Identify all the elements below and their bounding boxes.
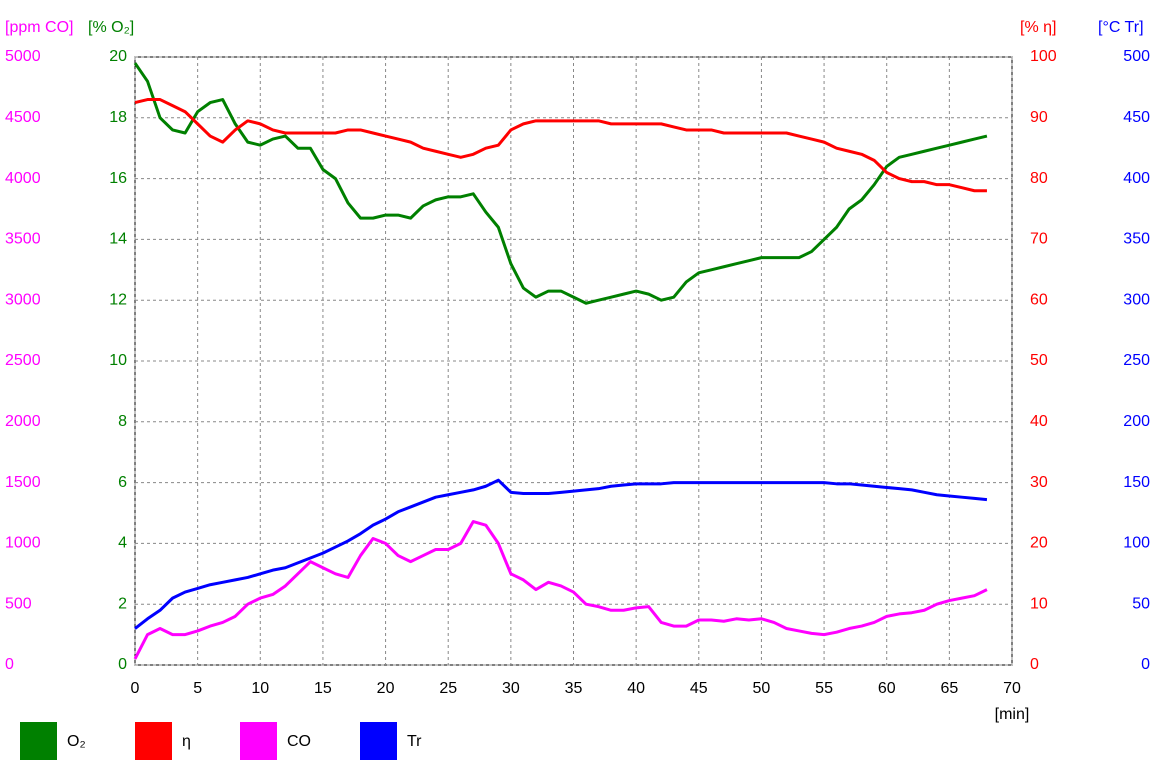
- legend-label: CO: [287, 733, 311, 750]
- y-tick-label: 18: [109, 109, 127, 126]
- x-tick-label: 15: [314, 680, 332, 697]
- y-tick-label: 80: [1030, 170, 1048, 187]
- x-tick-label: 30: [502, 680, 520, 697]
- legend-swatch: [240, 722, 277, 760]
- y-tick-label: 60: [1030, 291, 1048, 308]
- x-tick-label: 45: [690, 680, 708, 697]
- legend-label: O₂: [67, 733, 86, 750]
- y-tick-label: 50: [1030, 352, 1048, 369]
- x-tick-label: 20: [377, 680, 395, 697]
- y-tick-label: 4: [118, 535, 127, 552]
- legend-label: Tr: [407, 733, 422, 750]
- y-tick-label: 10: [1030, 595, 1048, 612]
- axis-title: [ppm CO]: [5, 19, 73, 36]
- y-tick-label: 6: [118, 474, 127, 491]
- y-tick-label: 2: [118, 595, 127, 612]
- legend-label: η: [182, 733, 191, 750]
- y-tick-label: 150: [1123, 474, 1150, 491]
- x-axis-label: [min]: [995, 706, 1030, 723]
- series-line: [133, 62, 988, 305]
- y-tick-label: 0: [118, 656, 127, 673]
- y-tick-label: 1500: [5, 474, 41, 491]
- y-tick-label: 20: [109, 48, 127, 65]
- axis-title: [% η]: [1020, 19, 1056, 36]
- y-tick-label: 500: [1123, 48, 1150, 65]
- x-tick-label: 40: [627, 680, 645, 697]
- legend-swatch: [20, 722, 57, 760]
- y-tick-label: 14: [109, 231, 127, 248]
- y-tick-label: 8: [118, 413, 127, 430]
- y-tick-label: 5000: [5, 48, 41, 65]
- x-tick-label: 60: [878, 680, 896, 697]
- y-tick-label: 200: [1123, 413, 1150, 430]
- x-tick-label: 35: [565, 680, 583, 697]
- series-line: [133, 520, 988, 660]
- series-line: [134, 98, 987, 193]
- x-tick-label: 70: [1003, 680, 1021, 697]
- y-tick-label: 3000: [5, 291, 41, 308]
- x-tick-label: 25: [439, 680, 457, 697]
- y-tick-label: 450: [1123, 109, 1150, 126]
- y-tick-label: 0: [5, 656, 14, 673]
- y-tick-label: 250: [1123, 352, 1150, 369]
- axis-title: [% O₂]: [88, 19, 134, 36]
- y-tick-label: 1000: [5, 535, 41, 552]
- y-tick-label: 0: [1030, 656, 1039, 673]
- y-tick-label: 10: [109, 352, 127, 369]
- y-tick-label: 3500: [5, 231, 41, 248]
- y-tick-label: 300: [1123, 291, 1150, 308]
- y-tick-label: 12: [109, 291, 127, 308]
- x-tick-label: 0: [131, 680, 140, 697]
- x-tick-label: 50: [753, 680, 771, 697]
- y-tick-label: 4500: [5, 109, 41, 126]
- y-tick-label: 70: [1030, 231, 1048, 248]
- y-tick-label: 90: [1030, 109, 1048, 126]
- y-tick-label: 16: [109, 170, 127, 187]
- y-tick-label: 500: [5, 595, 32, 612]
- axis-title: [°C Tr]: [1098, 19, 1144, 36]
- y-tick-label: 2500: [5, 352, 41, 369]
- x-tick-label: 5: [193, 680, 202, 697]
- y-tick-label: 0: [1141, 656, 1150, 673]
- y-tick-label: 350: [1123, 231, 1150, 248]
- y-tick-label: 100: [1123, 535, 1150, 552]
- x-tick-label: 55: [815, 680, 833, 697]
- y-tick-label: 40: [1030, 413, 1048, 430]
- y-tick-label: 50: [1132, 595, 1150, 612]
- y-tick-label: 30: [1030, 474, 1048, 491]
- legend-swatch: [360, 722, 397, 760]
- y-tick-label: 20: [1030, 535, 1048, 552]
- series-line: [134, 478, 988, 630]
- y-tick-label: 2000: [5, 413, 41, 430]
- x-tick-label: 65: [940, 680, 958, 697]
- legend-swatch: [135, 722, 172, 760]
- y-tick-label: 100: [1030, 48, 1057, 65]
- x-tick-label: 10: [251, 680, 269, 697]
- y-tick-label: 400: [1123, 170, 1150, 187]
- y-tick-label: 4000: [5, 170, 41, 187]
